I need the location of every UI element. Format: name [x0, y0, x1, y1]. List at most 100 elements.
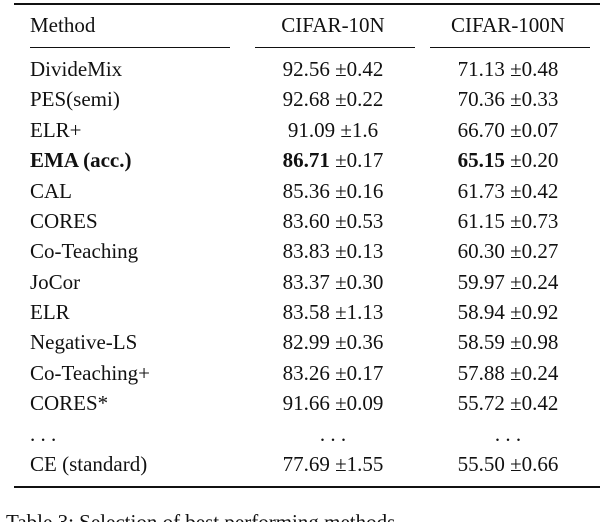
value-cell: 92.56 ±0.42 — [283, 56, 384, 82]
mean: . . . — [319, 421, 347, 446]
value-cell: . . . — [320, 421, 346, 447]
std: ±0.17 — [335, 360, 384, 385]
bottom-rule — [14, 486, 600, 488]
mean: 71.13 — [457, 57, 505, 81]
value-cell: 58.94 ±0.92 — [458, 299, 559, 325]
mean: 70.36 — [457, 87, 505, 112]
mean: 85.36 — [282, 178, 330, 203]
method-cell: . . . — [30, 421, 57, 446]
value-cell: 58.59 ±0.98 — [458, 329, 559, 355]
std: ±0.48 — [510, 57, 559, 81]
value-cell: 66.70 ±0.07 — [458, 117, 559, 143]
method-cell: CORES* — [30, 391, 109, 416]
method-cell: JoCor — [30, 269, 81, 294]
value-cell: 83.26 ±0.17 — [283, 360, 384, 386]
mean: 91.66 — [282, 391, 330, 416]
mean: 83.26 — [282, 360, 330, 385]
std: ±0.30 — [335, 269, 384, 294]
mean: 60.30 — [457, 239, 505, 264]
std: ±0.24 — [510, 269, 559, 294]
std: ±0.17 — [335, 148, 384, 173]
value-cell: 92.68 ±0.22 — [283, 86, 384, 112]
value-cell: 85.36 ±0.16 — [283, 178, 384, 204]
header-rule — [30, 47, 230, 48]
value-cell: 83.58 ±1.13 — [283, 299, 384, 325]
std: ±1.13 — [335, 300, 384, 325]
mean: 83.83 — [282, 239, 330, 264]
value-cell: 59.97 ±0.24 — [458, 269, 559, 295]
std: ±0.98 — [510, 330, 559, 355]
mean: 58.59 — [457, 330, 505, 355]
method-cell: ELR — [30, 300, 70, 325]
std: ±1.55 — [335, 452, 384, 476]
value-cell: 55.50 ±0.66 — [458, 451, 559, 477]
mean: 61.73 — [457, 178, 505, 203]
method-cell: DivideMix — [30, 57, 123, 81]
value-cell: 83.37 ±0.30 — [283, 269, 384, 295]
caption: Table 3: Selection of best performing me… — [6, 510, 396, 522]
mean: 57.88 — [457, 360, 505, 385]
std: ±0.20 — [510, 148, 559, 173]
mean: 92.68 — [282, 87, 330, 112]
header-cell: Method — [30, 13, 96, 37]
mean: . . . — [494, 421, 522, 446]
std: ±0.66 — [510, 452, 559, 476]
value-cell: 70.36 ±0.33 — [458, 86, 559, 112]
value-cell: 83.83 ±0.13 — [283, 238, 384, 264]
mean: 77.69 — [282, 452, 330, 476]
std: ±0.13 — [335, 239, 384, 264]
mean: 83.58 — [282, 300, 330, 325]
std: ±1.6 — [340, 117, 379, 142]
mean: 66.70 — [457, 117, 505, 142]
mean: 65.15 — [457, 148, 505, 173]
mean: 55.50 — [457, 452, 505, 476]
value-cell: 71.13 ±0.48 — [458, 56, 559, 82]
std: ±0.73 — [510, 208, 559, 233]
mean: 86.71 — [282, 148, 330, 173]
std: ±0.42 — [510, 391, 559, 416]
std: ±0.16 — [335, 178, 384, 203]
std: ±0.27 — [510, 239, 559, 264]
std: ±0.53 — [335, 208, 384, 233]
header-cell: CIFAR-10N — [281, 13, 385, 37]
value-cell: 57.88 ±0.24 — [458, 360, 559, 386]
value-cell: 61.73 ±0.42 — [458, 178, 559, 204]
mean: 58.94 — [457, 300, 505, 325]
header-cell: CIFAR-100N — [451, 13, 565, 37]
value-cell: 77.69 ±1.55 — [283, 451, 384, 477]
method-cell: EMA (acc.) — [30, 148, 132, 173]
value-cell: 91.09 ±1.6 — [288, 117, 378, 143]
method-cell: CORES — [30, 208, 98, 233]
std: ±0.24 — [510, 360, 559, 385]
method-cell: ELR+ — [30, 117, 82, 142]
value-cell: 91.66 ±0.09 — [283, 390, 384, 416]
value-cell: 83.60 ±0.53 — [283, 208, 384, 234]
method-cell: PES(semi) — [30, 87, 120, 112]
std: ±0.33 — [510, 87, 559, 112]
std: ±0.22 — [335, 87, 384, 112]
method-cell: Co-Teaching+ — [30, 360, 151, 385]
method-cell: Co-Teaching — [30, 239, 139, 264]
value-cell: . . . — [495, 421, 521, 447]
top-rule — [14, 3, 600, 5]
mean: 59.97 — [457, 269, 505, 294]
mean: 91.09 — [287, 117, 336, 142]
value-cell: 86.71 ±0.17 — [283, 147, 384, 173]
std: ±0.92 — [510, 300, 559, 325]
std: ±0.42 — [510, 178, 559, 203]
mean: 82.99 — [282, 330, 330, 355]
std: ±0.07 — [510, 117, 559, 142]
method-cell: CE (standard) — [30, 452, 148, 476]
mean: 55.72 — [457, 391, 505, 416]
std: ±0.42 — [335, 57, 384, 81]
method-cell: CAL — [30, 178, 72, 203]
mean: 83.37 — [282, 269, 330, 294]
std: ±0.09 — [335, 391, 384, 416]
method-cell: Negative-LS — [30, 330, 138, 355]
header-rule — [430, 47, 590, 48]
header-rule — [255, 47, 415, 48]
value-cell: 55.72 ±0.42 — [458, 390, 559, 416]
value-cell: 61.15 ±0.73 — [458, 208, 559, 234]
mean: 92.56 — [282, 57, 330, 81]
